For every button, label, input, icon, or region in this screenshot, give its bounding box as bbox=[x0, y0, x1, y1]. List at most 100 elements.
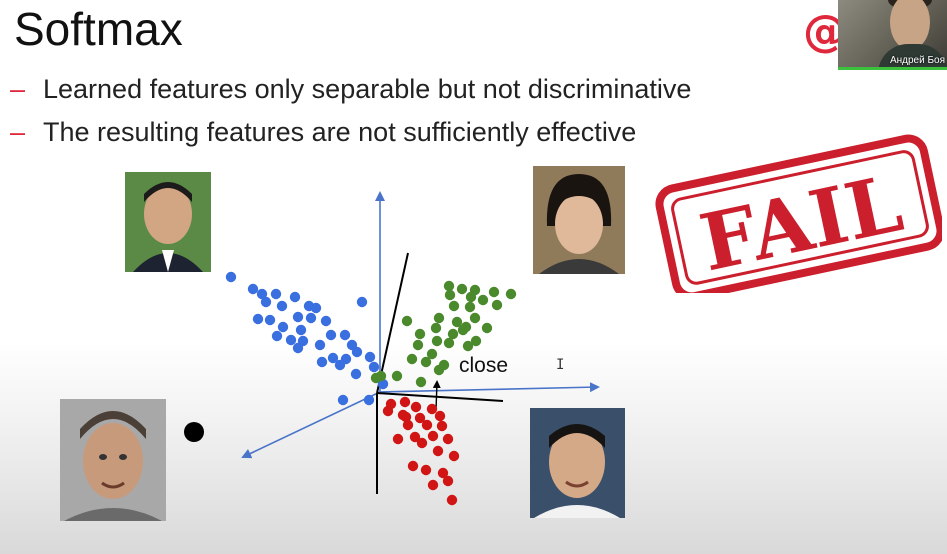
blue-feature-point bbox=[377, 378, 389, 390]
blue-feature-point bbox=[310, 302, 322, 314]
blue-feature-point bbox=[356, 296, 368, 308]
blue-feature-point bbox=[337, 394, 349, 406]
green-feature-point bbox=[448, 300, 460, 312]
boundary-line-right bbox=[376, 392, 504, 402]
face-photo-top-right bbox=[533, 166, 625, 274]
boundary-line-upper bbox=[376, 252, 409, 394]
blue-feature-point bbox=[320, 315, 332, 327]
green-feature-point bbox=[457, 324, 469, 336]
webcam-name-label: Андрей Боя bbox=[889, 55, 945, 66]
green-feature-point bbox=[456, 283, 468, 295]
blue-feature-point bbox=[289, 291, 301, 303]
green-feature-point bbox=[426, 348, 438, 360]
red-feature-point bbox=[437, 467, 449, 479]
close-arrow bbox=[432, 380, 441, 411]
red-feature-point bbox=[392, 433, 404, 445]
blue-feature-point bbox=[368, 361, 380, 373]
red-feature-point bbox=[427, 430, 439, 442]
green-feature-point bbox=[431, 335, 443, 347]
red-feature-point bbox=[416, 437, 428, 449]
red-feature-point bbox=[442, 433, 454, 445]
red-feature-point bbox=[442, 475, 454, 487]
red-feature-point bbox=[409, 431, 421, 443]
red-feature-point bbox=[426, 403, 438, 415]
bullet-text: The resulting features are not sufficien… bbox=[43, 117, 637, 147]
blue-feature-point bbox=[364, 351, 376, 363]
green-feature-point bbox=[414, 328, 426, 340]
green-feature-point bbox=[447, 328, 459, 340]
portrait-icon bbox=[125, 172, 211, 272]
x-axis-arrow bbox=[379, 382, 600, 393]
portrait-icon bbox=[533, 166, 625, 274]
red-feature-point bbox=[427, 479, 439, 491]
blue-feature-point bbox=[295, 324, 307, 336]
blue-feature-point bbox=[225, 271, 237, 283]
query-feature-point bbox=[184, 422, 204, 442]
green-feature-point bbox=[481, 322, 493, 334]
red-feature-point bbox=[436, 420, 448, 432]
green-feature-point bbox=[443, 280, 455, 292]
blue-feature-point bbox=[247, 283, 259, 295]
scatter-points bbox=[184, 271, 517, 506]
green-feature-point bbox=[469, 312, 481, 324]
red-feature-point bbox=[420, 464, 432, 476]
green-feature-point bbox=[420, 356, 432, 368]
text-cursor-icon: I bbox=[556, 357, 565, 373]
webcam-overlay[interactable]: Андрей Боя bbox=[838, 0, 947, 70]
face-photo-bottom-right bbox=[530, 408, 625, 518]
blue-feature-point bbox=[334, 359, 346, 371]
bullet-item: – Learned features only separable but no… bbox=[10, 68, 691, 111]
webcam-person-icon bbox=[890, 0, 930, 50]
blue-feature-point bbox=[277, 321, 289, 333]
green-feature-point bbox=[391, 370, 403, 382]
blue-feature-point bbox=[305, 312, 317, 324]
dash-icon: – bbox=[10, 117, 26, 147]
bullet-text: Learned features only separable but not … bbox=[43, 74, 692, 104]
green-feature-point bbox=[451, 316, 463, 328]
green-feature-point bbox=[470, 335, 482, 347]
green-feature-point bbox=[433, 312, 445, 324]
green-feature-point bbox=[505, 288, 517, 300]
red-feature-point bbox=[432, 445, 444, 457]
blue-feature-point bbox=[264, 314, 276, 326]
face-photo-bottom-left bbox=[60, 399, 166, 521]
fail-stamp-graphic: FAIL bbox=[655, 134, 942, 293]
blue-feature-point bbox=[327, 352, 339, 364]
green-feature-point bbox=[491, 299, 503, 311]
red-feature-point bbox=[407, 460, 419, 472]
blue-feature-point bbox=[285, 334, 297, 346]
red-feature-point bbox=[414, 412, 426, 424]
z-axis-arrow bbox=[241, 391, 381, 459]
red-feature-point bbox=[400, 411, 412, 423]
green-feature-point bbox=[444, 289, 456, 301]
blue-feature-point bbox=[339, 329, 351, 341]
green-feature-point bbox=[462, 340, 474, 352]
blue-feature-point bbox=[325, 329, 337, 341]
green-feature-point bbox=[406, 353, 418, 365]
red-feature-point bbox=[399, 396, 411, 408]
slide-title: Softmax bbox=[14, 3, 183, 55]
dash-icon: – bbox=[10, 74, 26, 104]
blue-feature-point bbox=[363, 394, 375, 406]
green-feature-point bbox=[430, 322, 442, 334]
close-label: close bbox=[459, 354, 508, 377]
blue-feature-point bbox=[260, 296, 272, 308]
blue-feature-point bbox=[314, 339, 326, 351]
green-feature-point bbox=[412, 339, 424, 351]
bullet-list: – Learned features only separable but no… bbox=[10, 68, 691, 154]
fail-stamp: FAIL bbox=[652, 133, 942, 293]
green-feature-point bbox=[401, 315, 413, 327]
red-feature-point bbox=[446, 494, 458, 506]
blue-feature-point bbox=[252, 313, 264, 325]
blue-feature-point bbox=[271, 330, 283, 342]
blue-feature-point bbox=[292, 311, 304, 323]
red-feature-point bbox=[402, 419, 414, 431]
green-feature-point bbox=[443, 337, 455, 349]
green-feature-point bbox=[477, 294, 489, 306]
face-photo-top-left bbox=[125, 172, 211, 272]
red-feature-point bbox=[448, 450, 460, 462]
red-feature-point bbox=[410, 401, 422, 413]
blue-feature-point bbox=[350, 368, 362, 380]
webcam-active-bar bbox=[838, 67, 947, 70]
